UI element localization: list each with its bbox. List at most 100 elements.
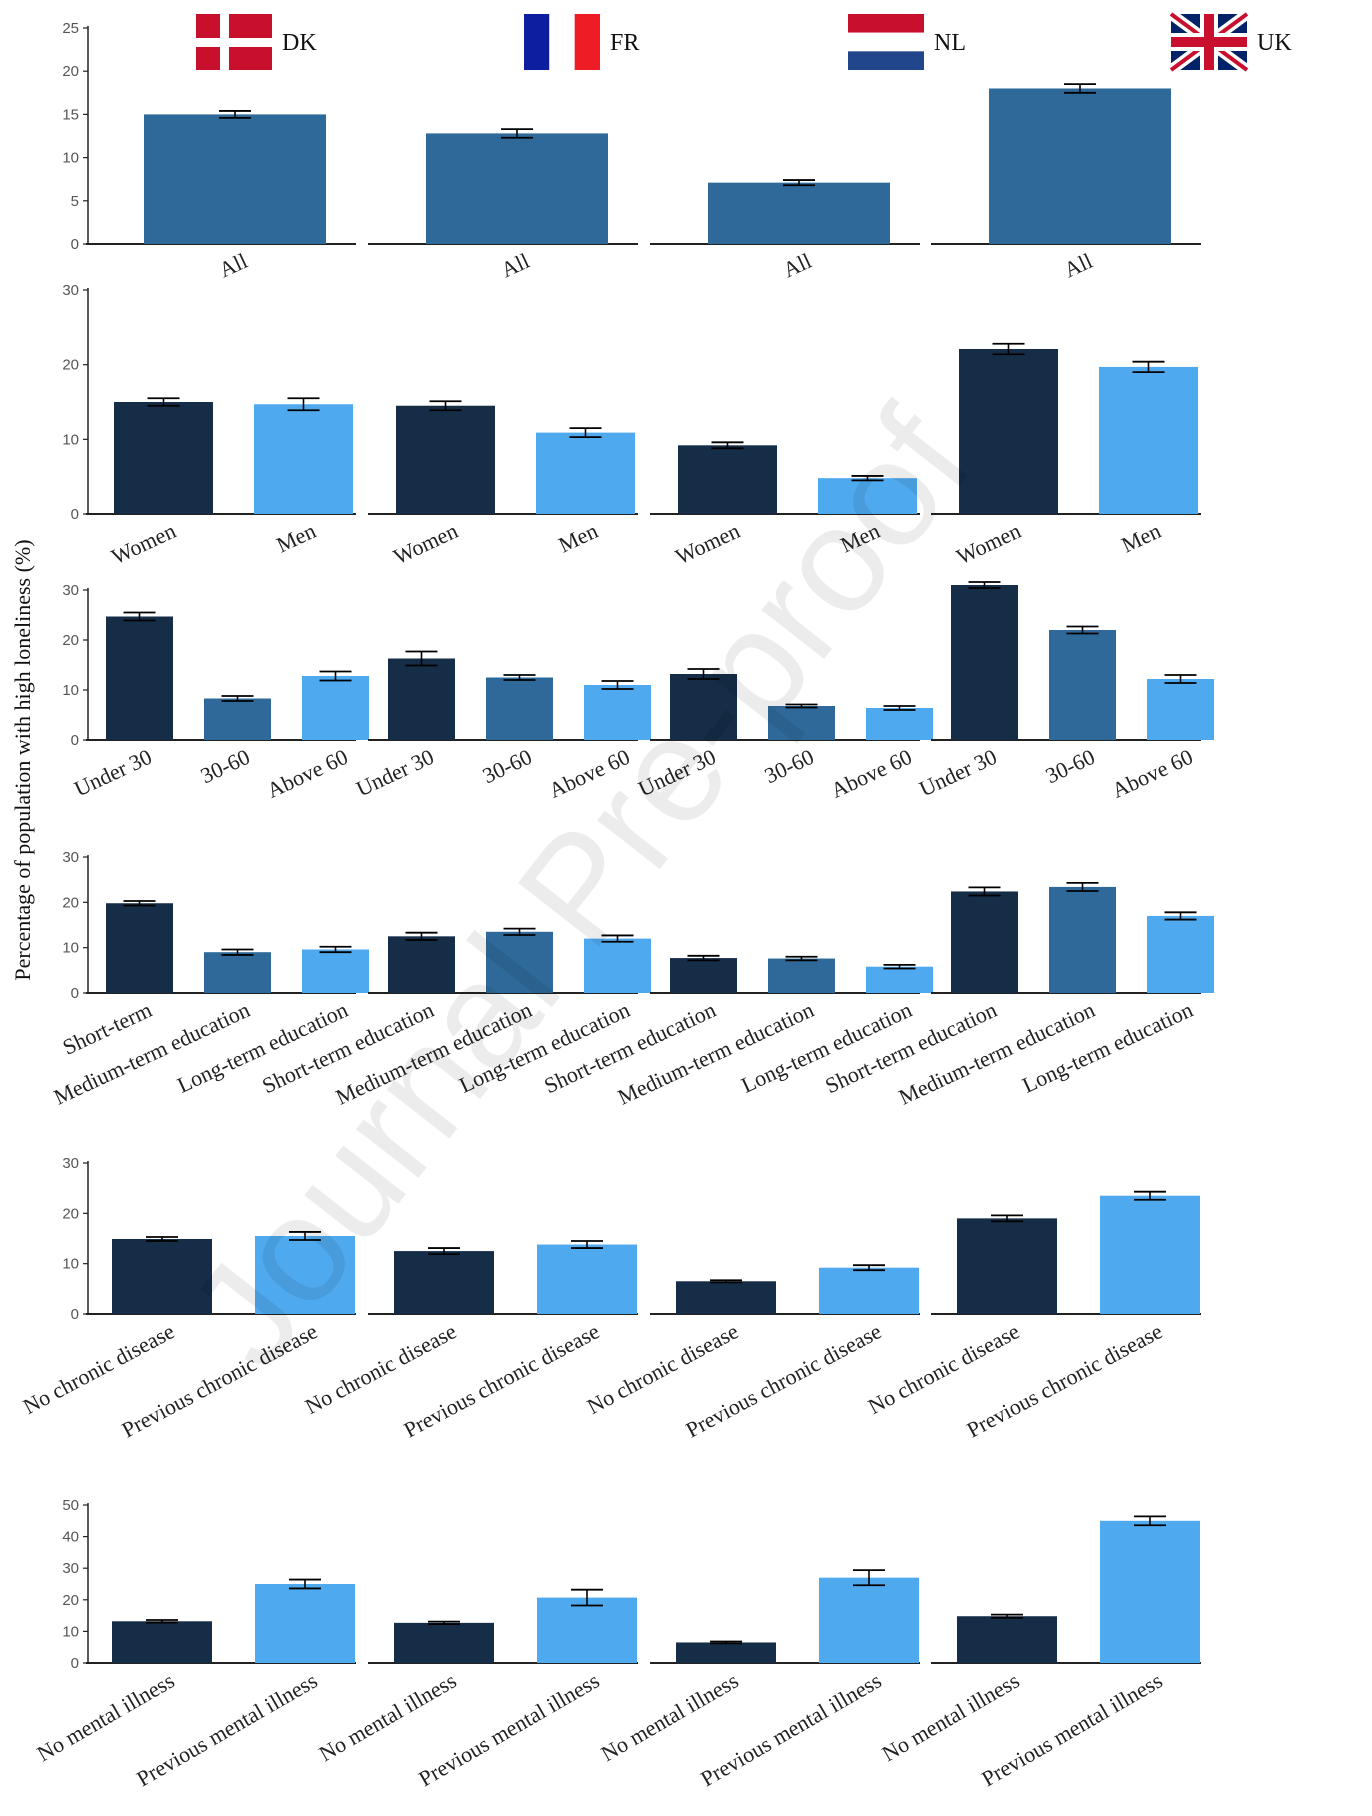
- bar: [1100, 1195, 1200, 1314]
- bar: [676, 1281, 776, 1314]
- bar: [819, 1267, 919, 1314]
- y-tick-label: 0: [71, 732, 79, 749]
- panel-all-fr: All: [368, 128, 638, 283]
- bar: [866, 708, 933, 740]
- x-tick-label: Under 30: [70, 744, 155, 802]
- bar: [302, 676, 369, 740]
- y-tick-label: 0: [71, 236, 79, 253]
- x-tick-label: 30-60: [479, 744, 536, 788]
- flag-stripe-white: [549, 14, 575, 70]
- bar: [951, 585, 1018, 740]
- bar: [388, 936, 455, 993]
- y-tick-label: 0: [71, 985, 79, 1002]
- bar: [1100, 1520, 1200, 1663]
- bar: [255, 1235, 355, 1314]
- bar: [106, 903, 173, 993]
- bar: [204, 952, 271, 993]
- bar: [819, 1577, 919, 1663]
- x-tick-label: No mental illness: [597, 1668, 743, 1767]
- y-tick-label: 0: [71, 506, 79, 523]
- panel-age-dk: 0 10 20 30 Under 30 30-60 Above 60: [62, 582, 369, 803]
- x-tick-label: No mental illness: [315, 1668, 461, 1767]
- x-tick-label: Men: [272, 518, 319, 558]
- bar: [708, 182, 890, 244]
- bar: [670, 958, 737, 993]
- country-flags: DK FR NL UK: [196, 9, 1292, 75]
- country-label-nl: NL: [934, 30, 966, 56]
- y-tick-label: 30: [62, 849, 79, 866]
- bar: [818, 478, 917, 514]
- bar: [106, 616, 173, 740]
- x-tick-label: Above 60: [263, 744, 352, 803]
- flag-stripe-red: [848, 14, 924, 33]
- united-kingdom-flag-icon: [1167, 9, 1251, 75]
- bar: [1147, 915, 1214, 993]
- bar: [866, 966, 933, 993]
- y-tick-label: 10: [62, 431, 79, 448]
- bar: [486, 931, 553, 993]
- y-tick-label: 0: [71, 1306, 79, 1323]
- y-tick-label: 30: [62, 1155, 79, 1172]
- bar: [951, 891, 1018, 993]
- y-tick-label: 5: [71, 193, 79, 210]
- bar: [486, 677, 553, 740]
- bar: [670, 674, 737, 740]
- country-label-uk: UK: [1257, 30, 1292, 56]
- x-tick-label: Above 60: [827, 744, 916, 803]
- bar: [388, 658, 455, 740]
- y-tick-label: 10: [62, 1256, 79, 1273]
- flag-stripe-red: [574, 14, 600, 70]
- panel-all-dk: 0 5 10 15 20 25 All: [62, 20, 356, 282]
- y-tick-label: 40: [62, 1529, 79, 1546]
- x-tick-label: 30-60: [1042, 744, 1099, 788]
- y-tick-label: 10: [62, 1623, 79, 1640]
- bar: [768, 958, 835, 993]
- france-flag-icon: [524, 14, 600, 70]
- denmark-flag-icon: [196, 14, 272, 70]
- x-tick-label: No mental illness: [878, 1668, 1024, 1767]
- x-tick-label: Women: [390, 518, 462, 569]
- country-label-dk: DK: [282, 30, 317, 56]
- x-tick-label: No mental illness: [33, 1668, 179, 1767]
- panel-all-uk: All: [931, 83, 1201, 283]
- y-tick-label: 20: [62, 63, 79, 80]
- bar: [584, 938, 651, 993]
- bar: [1049, 886, 1116, 993]
- x-tick-label: Above 60: [1108, 744, 1197, 803]
- flag-stripe-blue: [848, 51, 924, 70]
- bar: [255, 1584, 355, 1663]
- bar: [112, 1621, 212, 1663]
- x-tick-label: Women: [108, 518, 180, 569]
- x-tick-label: Under 30: [915, 744, 1000, 802]
- panel-gender-fr: Women Men: [368, 400, 638, 569]
- bar: [394, 1622, 494, 1663]
- flag-stripe-white: [848, 32, 924, 52]
- x-tick-label: All: [1060, 248, 1096, 283]
- x-tick-label: Men: [1117, 518, 1164, 558]
- bar: [1099, 366, 1198, 514]
- y-tick-label: 25: [62, 20, 79, 37]
- y-tick-label: 20: [62, 632, 79, 649]
- y-tick-label: 50: [62, 1497, 79, 1514]
- panel-age-uk: Under 30 30-60 Above 60: [915, 581, 1214, 803]
- bar: [254, 404, 353, 514]
- x-tick-label: Men: [554, 518, 601, 558]
- x-tick-label: All: [779, 248, 815, 283]
- netherlands-flag-icon: [848, 14, 924, 70]
- y-tick-label: 20: [62, 1205, 79, 1222]
- panel-all-nl: All: [650, 179, 920, 283]
- y-tick-label: 30: [62, 582, 79, 599]
- bar: [114, 402, 213, 514]
- y-tick-label: 10: [62, 940, 79, 957]
- x-tick-label: All: [497, 248, 533, 283]
- flag-stripe-blue: [524, 14, 550, 70]
- bar: [989, 88, 1171, 244]
- bar: [678, 445, 777, 514]
- bar: [426, 133, 608, 244]
